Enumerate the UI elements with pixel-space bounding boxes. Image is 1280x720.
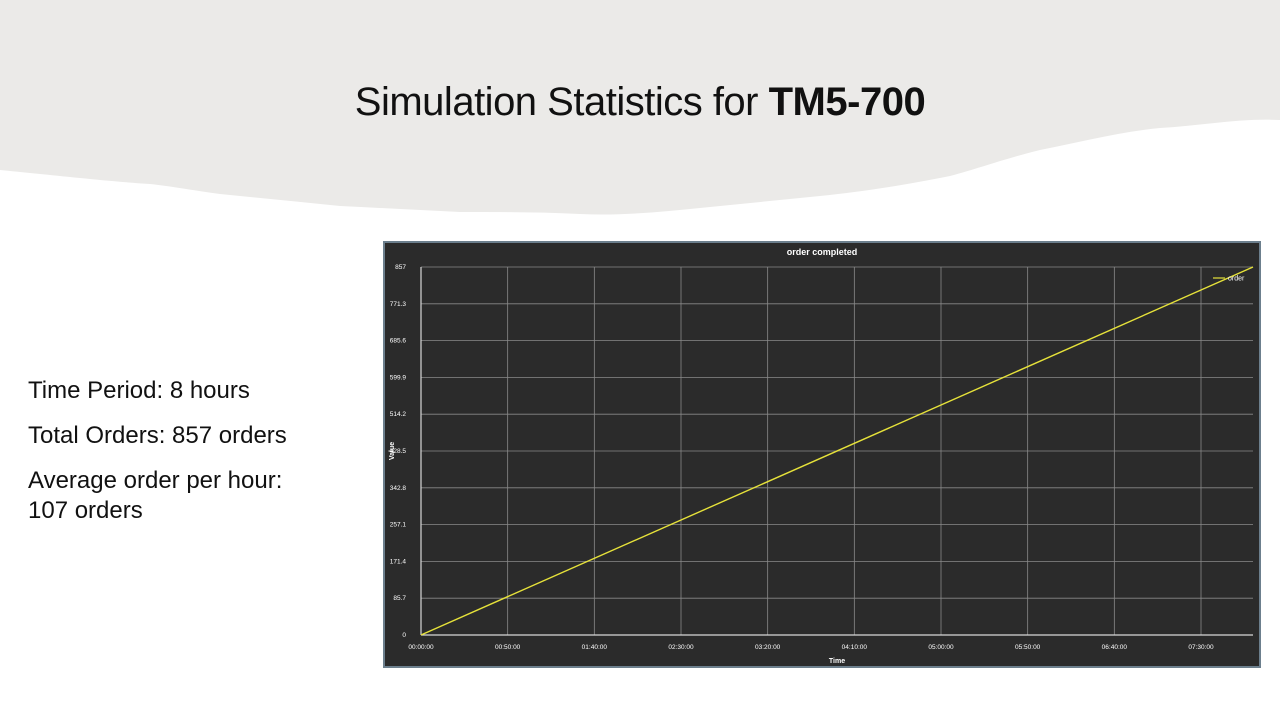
y-tick-label: 685.6 [390,338,407,345]
y-tick-label: 342.8 [390,485,407,492]
legend: order [1213,276,1245,283]
x-tick-label: 00:50:00 [495,644,521,651]
y-tick-label: 599.9 [390,374,407,381]
y-axis-label: Value [389,442,396,460]
chart-panel: order completed Value Time 0 85.7 171.4 257… [383,241,1261,668]
x-tick-label: 05:50:00 [1015,644,1041,651]
x-tick-label: 07:30:00 [1188,644,1214,651]
y-tick-label: 171.4 [390,558,407,565]
tick-labels: 0 85.7 171.4 257.1 342.8 428.5 514.2 599.9 685.6… [390,264,1214,651]
grid-lines [421,266,1253,635]
stat-time-period: Time Period: 8 hours [28,377,250,404]
line-chart: order completed Value Time 0 85.7 171.4 257… [389,247,1254,665]
header-background [0,0,1280,215]
series-line-order [420,266,1254,636]
stats-panel: Time Period: 8 hours Total Orders: 857 o… [28,376,358,526]
title-model: TM5-700 [768,80,926,124]
stat-total-orders: Total Orders: 857 orders [28,422,287,449]
y-tick-label: 0 [402,632,406,639]
y-tick-label: 857 [395,264,406,271]
x-tick-label: 06:40:00 [1102,644,1128,651]
y-tick-label: 771.3 [390,301,407,308]
x-axis-label: Time [829,658,845,665]
stat-average-orders: Average order per hour: 107 orders [28,466,358,526]
stat-average-label: Average order per hour: [28,467,283,494]
x-tick-label: 00:00:00 [408,644,434,651]
page-title: Simulation Statistics for TM5-700 [0,80,1280,125]
chart-title: order completed [787,247,858,257]
y-tick-label: 257.1 [390,522,407,529]
axes [420,267,1253,636]
x-tick-label: 05:00:00 [928,644,954,651]
x-tick-label: 02:30:00 [668,644,694,651]
y-tick-label: 85.7 [393,595,406,602]
stat-average-value: 107 orders [28,497,143,524]
series-group [420,266,1254,636]
x-tick-label: 01:40:00 [582,644,608,651]
x-tick-label: 04:10:00 [842,644,868,651]
y-tick-label: 428.5 [390,448,407,455]
legend-label: order [1228,276,1245,283]
x-tick-label: 03:20:00 [755,644,781,651]
title-prefix: Simulation Statistics for [354,80,769,124]
y-tick-label: 514.2 [390,411,407,418]
